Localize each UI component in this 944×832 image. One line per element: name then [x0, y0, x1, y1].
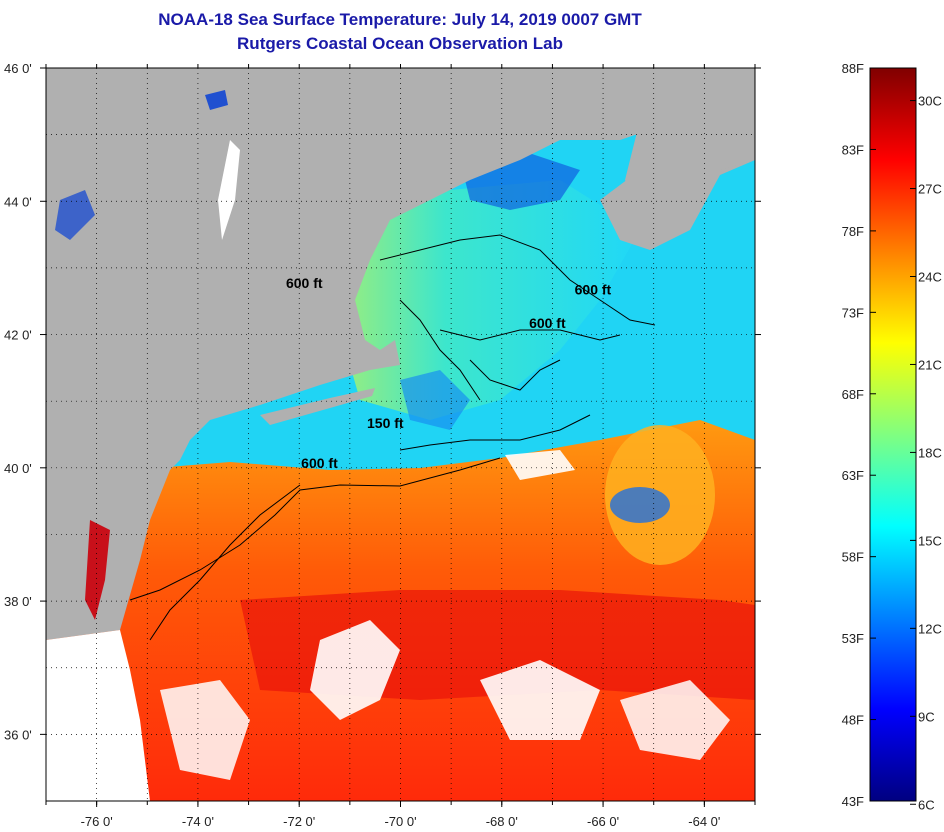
map-imagery	[46, 68, 755, 801]
inland-water	[205, 90, 228, 110]
contour-line-basin	[469, 359, 561, 391]
cloud-patch	[480, 660, 600, 740]
colorbar-c-label: 24C	[918, 269, 942, 284]
lat-tick-label: 36 0'	[4, 727, 32, 742]
cloud-patch	[505, 450, 575, 480]
cloud-patch	[620, 680, 730, 760]
cloud-patch	[310, 620, 400, 720]
gulf-of-maine-water	[340, 180, 640, 420]
colorbar-c-label: 18C	[918, 445, 942, 460]
longitude-ticks: -76 0' -74 0' -72 0' -70 0' -68 0' -66 0' -64 …	[45, 64, 756, 829]
lon-tick-label: -66 0'	[587, 814, 619, 829]
land-nova-scotia	[625, 100, 755, 215]
colorbar-f-label: 48F	[842, 713, 864, 728]
lat-tick-label: 40 0'	[4, 461, 32, 476]
inland-water	[55, 190, 95, 240]
contour-line-shelf	[149, 484, 301, 641]
contour-line-ledge	[399, 299, 481, 401]
colorbar-c-label: 9C	[918, 709, 935, 724]
lat-tick-label: 44 0'	[4, 194, 32, 209]
contour-line-600ft	[129, 457, 501, 601]
lat-tick-label: 38 0'	[4, 594, 32, 609]
colorbar-f-label: 63F	[842, 468, 864, 483]
lon-tick-label: -76 0'	[81, 814, 113, 829]
colorbar-c-label: 27C	[918, 182, 942, 197]
contour-label: 150 ft	[367, 415, 404, 431]
no-data-area	[46, 630, 150, 801]
cool-water-patch	[400, 370, 470, 430]
inland-cloud	[218, 140, 240, 240]
lon-tick-label: -70 0'	[384, 814, 416, 829]
colorbar-c-label: 21C	[918, 357, 942, 372]
lat-tick-label: 46 0'	[4, 61, 32, 76]
celsius-ticks: 30C 27C 24C 21C 18C 15C 12C 9C 6C	[910, 94, 942, 812]
contour-label: 600 ft	[575, 282, 612, 298]
bathymetry-contours	[129, 234, 656, 641]
colorbar-f-label: 58F	[842, 550, 864, 565]
lon-tick-label: -72 0'	[283, 814, 315, 829]
colorbar-c-label: 12C	[918, 621, 942, 636]
lat-tick-label: 42 0'	[4, 328, 32, 343]
colorbar-c-label: 30C	[918, 94, 942, 109]
colorbar-f-label: 78F	[842, 224, 864, 239]
latitude-ticks: 46 0' 44 0' 42 0' 40 0' 38 0' 36 0'	[4, 61, 761, 742]
contour-line-600ft-north	[379, 234, 656, 326]
colorbar-f-label: 73F	[842, 305, 864, 320]
colorbar-f-label: 88F	[842, 61, 864, 76]
contour-line-600ft-basin	[439, 329, 621, 341]
contour-labels: 600 ft 600 ft 600 ft 150 ft 600 ft	[286, 275, 612, 471]
cloud-patch	[160, 680, 250, 780]
colorbar-f-label: 53F	[842, 631, 864, 646]
cold-filament	[610, 487, 670, 523]
land-long-island	[260, 388, 375, 425]
lon-tick-label: -74 0'	[182, 814, 214, 829]
fahrenheit-ticks: 88F 83F 78F 73F 68F 63F 58F 53F 48F 43F	[842, 61, 876, 809]
chesapeake-bay	[85, 520, 110, 620]
contour-label: 600 ft	[286, 275, 323, 291]
contour-label: 600 ft	[301, 455, 338, 471]
colorbar-gradient	[869, 67, 917, 802]
lon-tick-label: -64 0'	[688, 814, 720, 829]
lon-tick-label: -68 0'	[486, 814, 518, 829]
title-line-1: NOAA-18 Sea Surface Temperature: July 14…	[158, 10, 642, 29]
chart-title: NOAA-18 Sea Surface Temperature: July 14…	[0, 8, 800, 56]
colorbar-f-label: 83F	[842, 142, 864, 157]
colorbar-f-label: 68F	[842, 387, 864, 402]
contour-line-150ft	[399, 414, 591, 451]
colorbar-f-label: 43F	[842, 794, 864, 809]
colorbar-c-label: 15C	[918, 533, 942, 548]
contour-label: 600 ft	[529, 315, 566, 331]
colorbar-c-label: 6C	[918, 797, 935, 812]
title-line-2: Rutgers Coastal Ocean Observation Lab	[237, 34, 563, 53]
